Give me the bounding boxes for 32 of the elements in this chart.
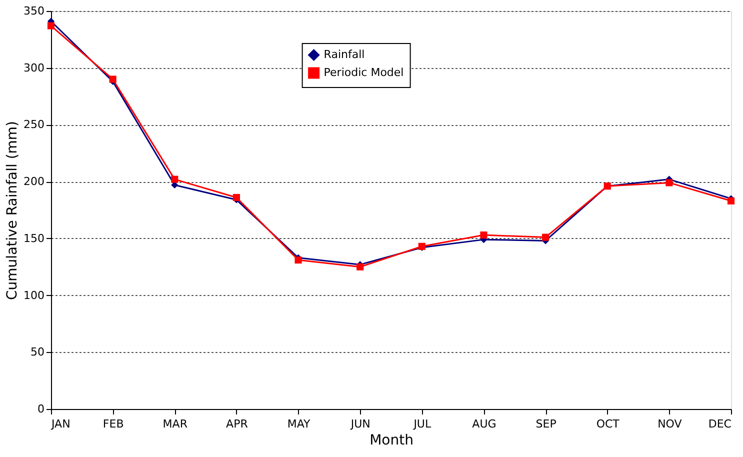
x-tick-label: MAY [287,418,310,430]
x-tick-label: APR [226,418,248,430]
y-tick-label: 50 [30,346,44,359]
point [109,76,116,83]
x-tick-label: JUL [412,418,432,430]
point [232,194,240,202]
y-tick-label: 350 [24,4,44,18]
y-tick-label: 150 [24,232,44,245]
y-tick-label: 0 [38,402,44,416]
x-tick-label: FEB [102,418,124,430]
x-axis-title: Month [370,432,414,448]
point [666,179,673,186]
x-tick-label: JUN [350,418,370,430]
legend-label: Periodic Model [324,66,404,79]
y-tick-label: 200 [24,175,44,188]
point [480,231,488,239]
y-axis-title: Cumulative Rainfall (mm) [4,120,21,300]
x-tick-label: MAR [162,418,188,430]
y-tick-label: 250 [24,118,44,132]
point [542,234,550,241]
x-tick-label: SEP [536,418,557,430]
point [294,256,302,264]
x-tick-label: DEC [708,418,732,430]
y-tick-label: 300 [24,61,44,74]
point [47,22,55,30]
x-tick-label: JAN [50,418,70,430]
x-tick-label: AUG [472,418,496,430]
legend-label: Rainfall [324,48,365,61]
x-tick-label: OCT [596,418,620,430]
y-tick-label: 100 [24,288,44,302]
point [171,176,178,183]
x-tick-label: NOV [658,418,682,430]
